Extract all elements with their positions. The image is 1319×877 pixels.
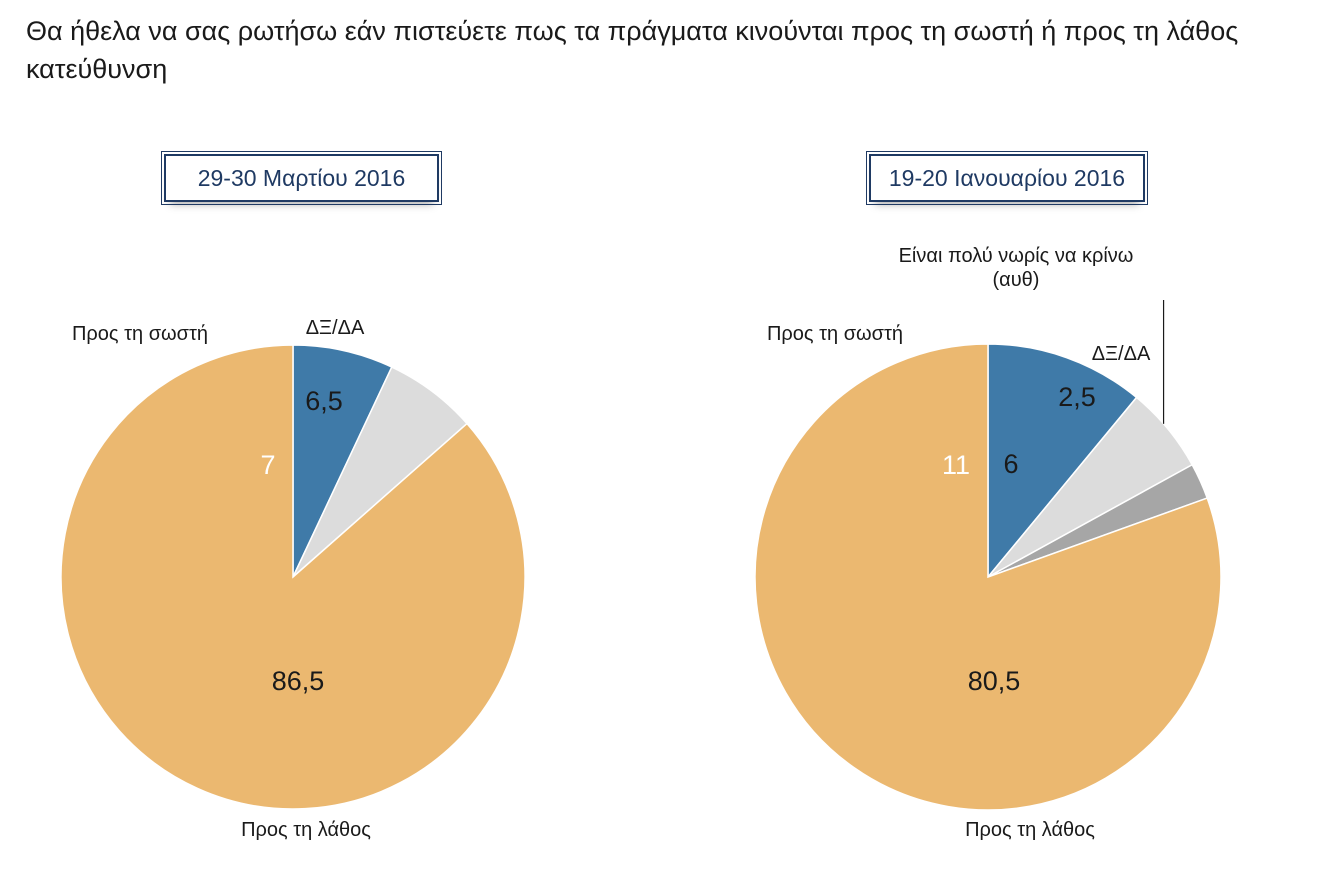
slice-value-label: 6 [1003, 449, 1018, 479]
slice-category-label-line: Είναι πολύ νωρίς να κρίνω [899, 245, 1134, 267]
period-label: 19-20 Ιανουαρίου 2016 [888, 164, 1126, 191]
pie-slice [754, 343, 1222, 811]
slice-category-label: Προς τη λάθος [241, 819, 371, 841]
pie-chart-2: 11 6 2,5 80,5 Προς τη σωστή Είναι πολύ νωρίς … [754, 245, 1222, 841]
slice-value-label: 86,5 [272, 666, 325, 696]
pie-slice [292, 344, 393, 578]
slice-value-label: 6,5 [305, 386, 343, 416]
slice-category-label: ΔΞ/ΔΑ [1092, 343, 1151, 365]
slice-value-label: 7 [260, 450, 275, 480]
period-label: 29-30 Μαρτίου 2016 [197, 164, 406, 191]
slice-value-label: 2,5 [1058, 382, 1096, 412]
slice-value-label: 11 [942, 450, 970, 480]
page-title: Θα ήθελα να σας ρωτήσω εάν πιστεύετε πως… [26, 16, 1239, 84]
pie-slice [60, 344, 526, 810]
pie-slice [987, 343, 1138, 580]
period-box-march-2016: 29-30 Μαρτίου 2016 [161, 151, 442, 205]
slice-category-label: Προς τη σωστή [767, 323, 903, 345]
slice-category-label: ΔΞ/ΔΑ [306, 317, 365, 339]
slice-category-label: Προς τη λάθος [965, 819, 1095, 841]
slice-category-label: Προς τη σωστή [72, 323, 208, 345]
pie-chart-1: 7 6,5 86,5 Προς τη σωστή ΔΞ/ΔΑ Προς τη λάθος [60, 317, 526, 841]
slice-category-label: Είναι πολύ νωρίς να κρίνω (αυθ) [899, 245, 1134, 291]
slice-value-label: 80,5 [968, 666, 1021, 696]
period-box-january-2016: 19-20 Ιανουαρίου 2016 [866, 151, 1148, 205]
slice-category-label-line: (αυθ) [993, 269, 1040, 291]
